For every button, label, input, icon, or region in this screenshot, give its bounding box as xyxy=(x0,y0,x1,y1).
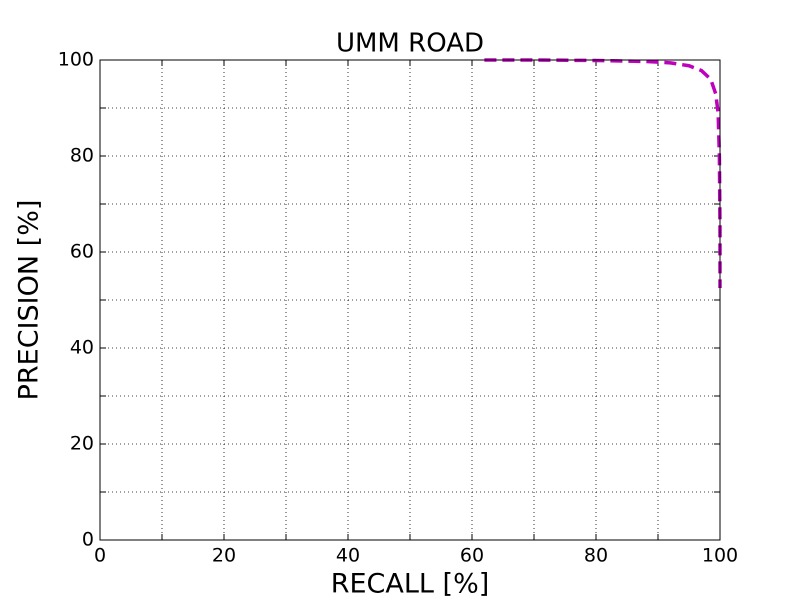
plot-frame xyxy=(99,59,721,541)
x-axis-label: RECALL [%] xyxy=(331,569,490,600)
x-tick-label: 100 xyxy=(702,545,738,567)
x-tick-label: 60 xyxy=(460,545,484,567)
x-tick-label: 20 xyxy=(212,545,236,567)
y-axis-label: PRECISION [%] xyxy=(14,200,45,401)
x-tick-label: 80 xyxy=(584,545,608,567)
x-tick-label: 0 xyxy=(94,545,106,567)
y-tick-label: 60 xyxy=(70,241,94,263)
y-tick-label: 80 xyxy=(70,145,94,167)
y-tick-label: 40 xyxy=(70,337,94,359)
y-tick-label: 100 xyxy=(58,49,94,71)
y-tick-label: 20 xyxy=(70,433,94,455)
x-tick-label: 40 xyxy=(336,545,360,567)
chart-title: UMM ROAD xyxy=(336,29,484,59)
y-tick-label: 0 xyxy=(82,529,94,551)
